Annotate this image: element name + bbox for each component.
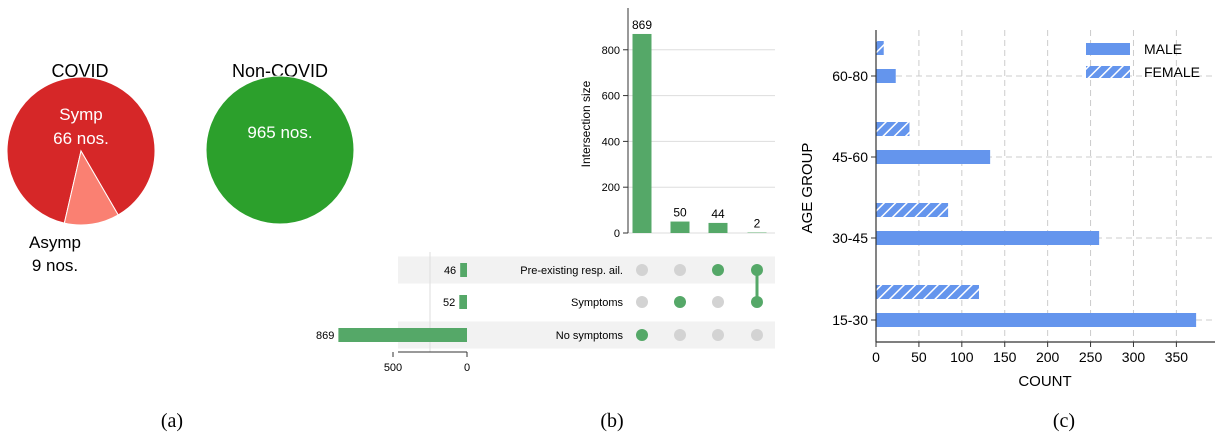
legend-male-label: MALE — [1144, 41, 1182, 57]
asymp-label: Asymp — [29, 233, 81, 252]
age-ytick-label-3: 60-80 — [832, 68, 868, 84]
asymp-count: 9 nos. — [32, 256, 78, 275]
intersection-bar-label-0: 869 — [632, 18, 652, 32]
set-name-0: Pre-existing resp. ail. — [520, 265, 623, 277]
set-name-1: Symptoms — [571, 297, 623, 309]
covid-pie-title: COVID — [51, 61, 108, 81]
age-ylabel: AGE GROUP — [799, 143, 816, 234]
panel-label-c: (c) — [1053, 410, 1075, 432]
age-ytick-label-2: 45-60 — [832, 149, 868, 165]
age-xtick-label-3: 150 — [993, 349, 1017, 365]
intersection-bar-label-1: 50 — [673, 206, 687, 220]
intersection-bar-label-2: 44 — [711, 207, 725, 221]
age-xtick-label-2: 100 — [950, 349, 974, 365]
female-bar-2 — [876, 122, 910, 136]
set-size-label-1: 52 — [443, 297, 455, 309]
legend-female-swatch — [1086, 66, 1130, 78]
intersection-gridlines — [628, 49, 775, 234]
matrix-dot-2-2 — [712, 329, 724, 341]
symp-label: Symp — [59, 105, 102, 124]
set-size-label-0: 46 — [444, 265, 456, 277]
symp-count: 66 nos. — [53, 129, 109, 148]
age-xtick-label-4: 200 — [1036, 349, 1060, 365]
set-size-tick-label-0: 500 — [384, 362, 402, 374]
set-size-label-2: 869 — [316, 330, 334, 342]
intersection-ytick-label-2: 400 — [602, 136, 620, 148]
noncovid-pie-slice-0 — [205, 75, 355, 225]
intersection-ytick-label-3: 600 — [602, 91, 620, 103]
noncovid-count: 965 nos. — [247, 123, 312, 142]
intersection-y-axis: 0 200 400 600 800 — [602, 8, 629, 240]
intersection-bar-1 — [670, 221, 690, 233]
age-xtick-label-7: 350 — [1165, 349, 1189, 365]
noncovid-pie-title: Non-COVID — [232, 61, 328, 81]
panel-c: 0 50 100 150 200 250 300 350 15-30 30-45 45-60 60-8… — [799, 30, 1215, 432]
matrix-dot-0-2 — [636, 329, 648, 341]
matrix-dot-3-1 — [751, 296, 763, 308]
matrix-dot-0-1 — [636, 296, 648, 308]
intersection-bar-label-3: 2 — [754, 217, 761, 231]
set-size-tick-label-1: 0 — [464, 362, 470, 374]
age-ytick-label-1: 30-45 — [832, 230, 868, 246]
age-xtick-label-6: 300 — [1122, 349, 1146, 365]
panel-label-b: (b) — [600, 410, 623, 432]
age-legend: MALE FEMALE — [1086, 41, 1200, 80]
matrix-dot-2-0 — [712, 264, 724, 276]
set-size-bar-2 — [338, 328, 467, 342]
panel-label-a: (a) — [161, 410, 183, 432]
age-xlabel: COUNT — [1018, 373, 1071, 390]
intersection-ytick-label-4: 800 — [602, 45, 620, 57]
matrix-dot-3-0 — [751, 264, 763, 276]
matrix-dot-1-0 — [674, 264, 686, 276]
female-bar-1 — [876, 203, 949, 217]
age-xtick-label-5: 250 — [1079, 349, 1103, 365]
age-ytick-label-0: 15-30 — [832, 312, 868, 328]
panel-a: COVID Symp 66 nos. Asymp 9 nos. Non-COVI… — [6, 61, 355, 432]
upset-matrix: Pre-existing resp. ail. Symptoms No sympto… — [398, 256, 775, 349]
set-size-bars: 46 52 869 500 0 — [316, 252, 470, 374]
age-bars — [876, 41, 1197, 327]
male-bar-1 — [876, 231, 1100, 245]
male-bar-2 — [876, 150, 991, 164]
age-xtick-label-1: 50 — [911, 349, 927, 365]
matrix-dot-0-0 — [636, 264, 648, 276]
set-size-bar-1 — [459, 295, 467, 309]
covid-pie — [6, 76, 156, 226]
matrix-dot-2-1 — [712, 296, 724, 308]
male-bar-0 — [876, 313, 1197, 327]
matrix-dot-1-1 — [674, 296, 686, 308]
matrix-dot-1-2 — [674, 329, 686, 341]
legend-female-label: FEMALE — [1144, 64, 1200, 80]
intersection-ytick-label-0: 0 — [614, 228, 620, 240]
age-xtick-label-0: 0 — [872, 349, 880, 365]
intersection-bars: 869 50 44 2 — [632, 18, 767, 234]
covid-pie-slice-1 — [63, 149, 119, 226]
intersection-ylabel: Intersection size — [579, 80, 593, 167]
set-name-2: No symptoms — [556, 330, 624, 342]
intersection-bar-2 — [708, 222, 728, 233]
intersection-ytick-label-1: 200 — [602, 182, 620, 194]
age-axes: 0 50 100 150 200 250 300 350 15-30 30-45 45-60 60-8… — [832, 30, 1215, 365]
female-bar-3 — [876, 41, 884, 55]
panel-b: 869 50 44 2 0 200 400 600 800 Intersection size… — [316, 8, 775, 432]
noncovid-pie — [205, 75, 355, 225]
male-bar-3 — [876, 69, 896, 83]
matrix-dot-3-2 — [751, 329, 763, 341]
female-bar-0 — [876, 285, 979, 299]
intersection-bar-0 — [632, 33, 652, 234]
set-size-bar-0 — [460, 263, 467, 277]
legend-male-swatch — [1086, 43, 1130, 55]
